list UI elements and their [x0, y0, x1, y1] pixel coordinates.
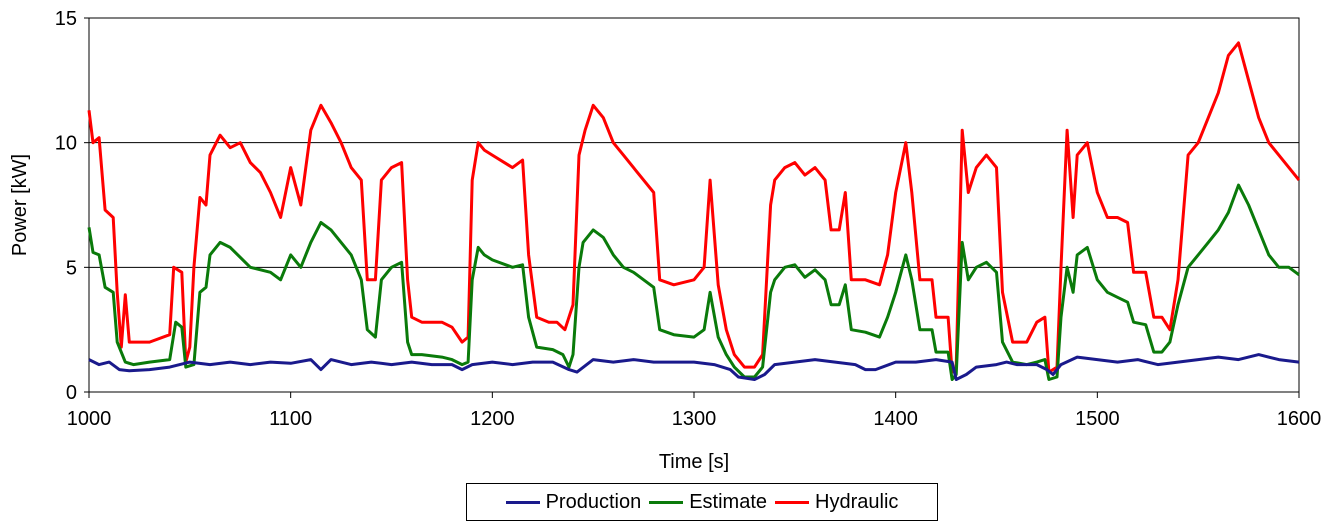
- chart-legend: Production Estimate Hydraulic: [466, 483, 938, 521]
- y-tick-label: 10: [55, 133, 77, 155]
- x-tick-label: 1400: [873, 408, 918, 430]
- y-tick-label: 15: [55, 8, 77, 30]
- legend-item-production: Production: [505, 490, 642, 514]
- x-tick-label: 1500: [1075, 408, 1120, 430]
- x-tick-label: 1600: [1277, 408, 1322, 430]
- legend-item-estimate: Estimate: [649, 491, 767, 514]
- y-tick-label: 5: [66, 257, 77, 279]
- legend-swatch-hydraulic: [775, 500, 810, 504]
- legend-item-hydraulic: Hydraulic: [775, 491, 898, 514]
- y-axis-ticks: 0 5 10 15: [55, 8, 89, 404]
- series-line-hydraulic: [87, 41, 1301, 374]
- series-line-estimate: [87, 183, 1300, 381]
- x-axis-label: Time [s]: [659, 451, 729, 473]
- x-tick-label: 1200: [470, 408, 515, 430]
- legend-label-production: Production: [545, 490, 642, 513]
- legend-label-hydraulic: Hydraulic: [815, 490, 899, 513]
- y-tick-label: 0: [66, 382, 77, 404]
- x-tick-label: 1300: [672, 408, 717, 430]
- y-axis-label: Power [kW]: [9, 154, 31, 256]
- legend-swatch-production: [505, 500, 540, 504]
- x-axis-ticks: 1000 1100 1200 1300 1400 1500 1600: [67, 392, 1322, 430]
- x-tick-label: 1000: [67, 408, 112, 430]
- series-layer: [87, 41, 1301, 381]
- legend-swatch-estimate: [649, 500, 684, 504]
- power-line-chart: 1000 1100 1200 1300 1400 1500 1600 0 5 10 15 Time…: [9, 8, 1322, 473]
- x-tick-label: 1100: [269, 408, 312, 430]
- legend-label-estimate: Estimate: [689, 490, 768, 513]
- series-line-production: [88, 353, 1300, 381]
